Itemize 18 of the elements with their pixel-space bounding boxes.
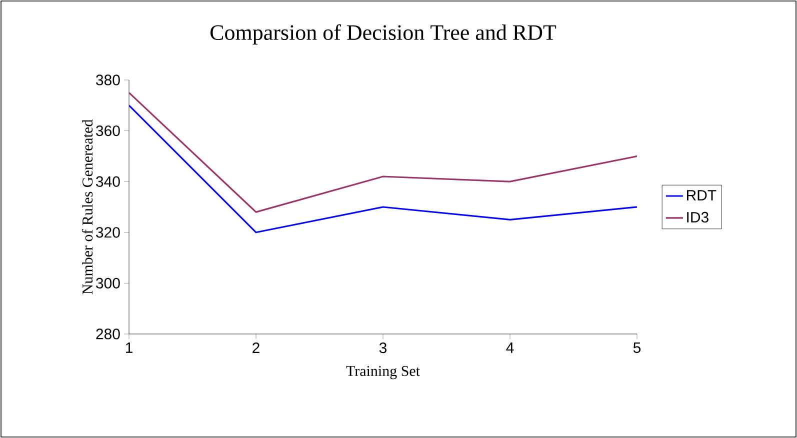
x-tick-label: 1: [126, 342, 132, 353]
line-series: [129, 104, 637, 234]
y-axis-title: Number of Rules Genereated: [82, 119, 93, 294]
y-tick-label: 380: [96, 74, 120, 86]
legend-label: ID3: [687, 212, 708, 223]
line-series: [129, 92, 637, 213]
x-tick-label: 4: [506, 342, 514, 353]
legend-label: RDT: [686, 190, 716, 200]
y-tick-label: 280: [96, 328, 120, 340]
y-tick-label: 360: [96, 125, 120, 136]
x-tick-label: 2: [252, 342, 260, 353]
y-tick-label: 320: [96, 227, 120, 238]
x-tick-label: 5: [633, 342, 641, 353]
x-tick-label: 3: [379, 342, 387, 354]
chart-title: Comparsion of Decision Tree and RDT: [210, 24, 556, 44]
x-axis-title: Training Set: [346, 366, 420, 380]
y-tick-label: 300: [96, 278, 120, 288]
y-tick-label: 340: [96, 176, 120, 187]
